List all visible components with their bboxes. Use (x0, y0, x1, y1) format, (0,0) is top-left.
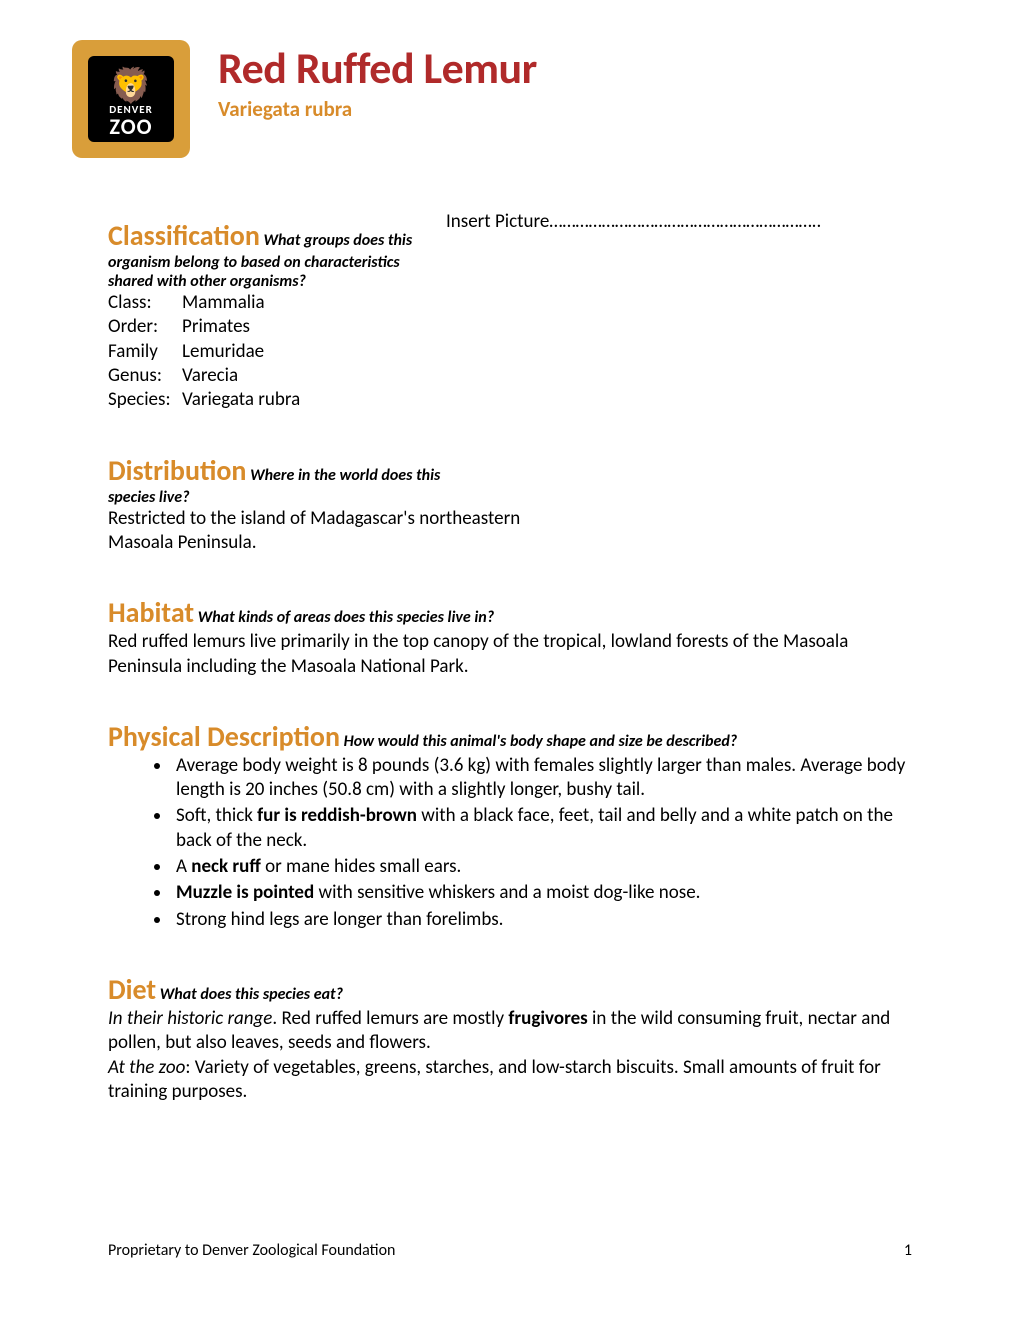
taxonomy-value: Variegata rubra (182, 388, 300, 411)
list-item: Average body weight is 8 pounds (3.6 kg)… (172, 754, 912, 803)
taxonomy-value: Lemuridae (182, 340, 264, 363)
physical-heading: Physical Description (108, 719, 340, 754)
footer: Proprietary to Denver Zoological Foundat… (108, 1241, 912, 1260)
physical-sub: How would this animal's body shape and s… (344, 732, 738, 751)
bullet-post: or mane hides small ears. (261, 855, 462, 878)
list-item: Strong hind legs are longer than forelim… (172, 908, 912, 932)
logo-line2: ZOO (110, 116, 153, 138)
diet-range-bold: frugivores (508, 1007, 587, 1030)
list-item: Soft, thick fur is reddish-brown with a … (172, 804, 912, 853)
taxonomy-row: Order:Primates (108, 315, 912, 339)
page-number: 1 (904, 1241, 912, 1260)
section-classification: Classification What groups does this org… (108, 218, 912, 413)
taxonomy-row: FamilyLemuridae (108, 340, 912, 364)
diet-range-pre: . Red ruffed lemurs are mostly (272, 1007, 508, 1030)
taxonomy-label: Class: (108, 291, 182, 315)
diet-range-label: In their historic range (108, 1007, 272, 1030)
taxonomy-row: Genus:Varecia (108, 364, 912, 388)
list-item: A neck ruff or mane hides small ears. (172, 855, 912, 879)
taxonomy-label: Genus: (108, 364, 182, 388)
header: 🦁 DENVER ZOO Red Ruffed Lemur Variegata … (72, 40, 912, 158)
bullet-pre: Average body weight is 8 pounds (3.6 kg)… (176, 754, 905, 801)
classification-heading: Classification (108, 218, 260, 253)
diet-sub: What does this species eat? (160, 985, 343, 1004)
section-habitat: Habitat What kinds of areas does this sp… (108, 595, 912, 679)
bullet-pre: Soft, thick (176, 804, 257, 827)
diet-heading: Diet (108, 972, 156, 1007)
diet-zoo-label: At the zoo (108, 1056, 185, 1079)
taxonomy-value: Varecia (182, 364, 238, 387)
list-item: Muzzle is pointed with sensitive whisker… (172, 881, 912, 905)
bullet-bold: neck ruff (191, 855, 261, 878)
bullet-pre: Strong hind legs are longer than forelim… (176, 908, 503, 931)
scientific-name: Variegata rubra (218, 96, 537, 122)
diet-range: In their historic range. Red ruffed lemu… (108, 1007, 912, 1056)
section-distribution: Distribution Where in the world does thi… (108, 453, 912, 556)
taxonomy-value: Mammalia (182, 291, 265, 314)
distribution-heading: Distribution (108, 453, 246, 488)
taxonomy-label: Family (108, 340, 182, 364)
habitat-body: Red ruffed lemurs live primarily in the … (108, 630, 912, 679)
section-physical: Physical Description How would this anim… (108, 719, 912, 932)
bullet-bold: Muzzle is pointed (176, 881, 314, 904)
habitat-heading: Habitat (108, 595, 194, 630)
footer-left: Proprietary to Denver Zoological Foundat… (108, 1241, 395, 1260)
zoo-logo: 🦁 DENVER ZOO (72, 40, 190, 158)
diet-zoo: At the zoo: Variety of vegetables, green… (108, 1056, 912, 1105)
bullet-post: with sensitive whiskers and a moist dog-… (314, 881, 700, 904)
section-diet: Diet What does this species eat? In thei… (108, 972, 912, 1104)
taxonomy-list: Class:MammaliaOrder:PrimatesFamilyLemuri… (108, 291, 912, 413)
bullet-pre: A (176, 855, 191, 878)
page-title: Red Ruffed Lemur (218, 46, 537, 90)
bullet-bold: fur is reddish-brown (257, 804, 417, 827)
logo-animal-icon: 🦁 (110, 70, 152, 104)
zoo-logo-inner: 🦁 DENVER ZOO (88, 56, 174, 142)
diet-zoo-body: : Variety of vegetables, greens, starche… (108, 1056, 881, 1103)
title-block: Red Ruffed Lemur Variegata rubra (218, 40, 537, 122)
habitat-sub: What kinds of areas does this species li… (198, 608, 494, 627)
taxonomy-value: Primates (182, 315, 250, 338)
insert-picture-label: Insert Picture…………………………………………………….. (446, 210, 821, 233)
taxonomy-row: Class:Mammalia (108, 291, 912, 315)
physical-bullets: Average body weight is 8 pounds (3.6 kg)… (108, 754, 912, 932)
taxonomy-label: Order: (108, 315, 182, 339)
distribution-body: Restricted to the island of Madagascar's… (108, 507, 548, 556)
taxonomy-row: Species:Variegata rubra (108, 388, 912, 412)
taxonomy-label: Species: (108, 388, 182, 412)
